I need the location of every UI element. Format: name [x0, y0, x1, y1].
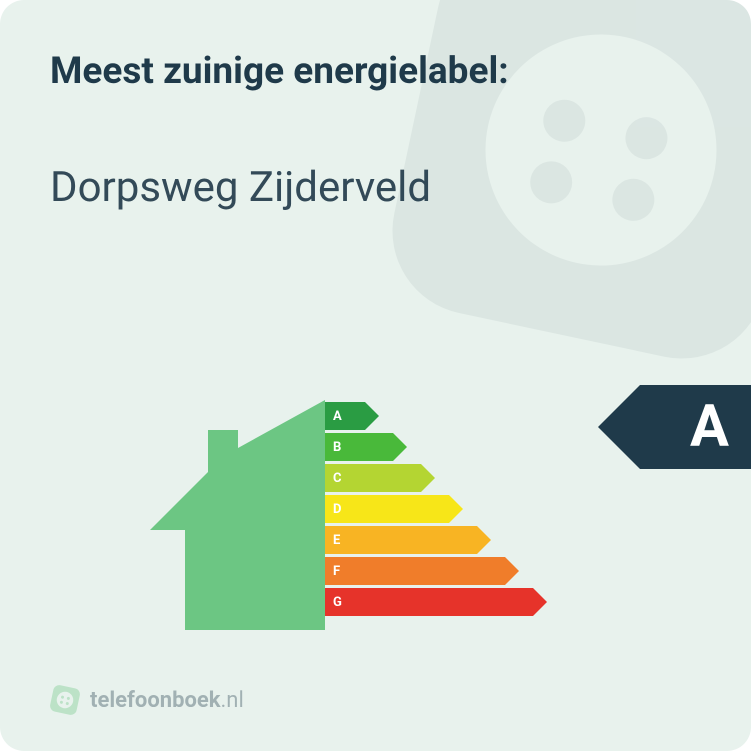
energy-bar-f: F: [325, 557, 533, 585]
bar-label: F: [333, 564, 340, 579]
energy-bar-a: A: [325, 402, 533, 430]
energy-label-card: Meest zuinige energielabel: Dorpsweg Zij…: [0, 0, 751, 751]
energy-bar-e: E: [325, 526, 533, 554]
energy-bar-b: B: [325, 433, 533, 461]
energy-bar-g: G: [325, 588, 533, 616]
energy-bars: A B C D E F G: [325, 402, 533, 619]
bar-label: A: [333, 409, 342, 424]
house-icon: [150, 400, 325, 630]
energy-bar-c: C: [325, 464, 533, 492]
brand-name: telefoonboek.nl: [90, 688, 244, 713]
bar-label: B: [333, 440, 341, 455]
brand-light: .nl: [221, 688, 244, 713]
bar-label: C: [333, 471, 342, 486]
brand-icon: [50, 685, 80, 715]
bar-label: E: [333, 533, 340, 548]
bar-label: G: [333, 595, 342, 610]
watermark-phone-icon: [391, 0, 751, 360]
rating-badge: A: [640, 385, 751, 469]
brand-bold: telefoonboek: [90, 688, 221, 713]
energy-bar-d: D: [325, 495, 533, 523]
rating-letter: A: [690, 393, 729, 461]
bar-label: D: [333, 502, 341, 517]
footer-brand: telefoonboek.nl: [50, 685, 244, 715]
